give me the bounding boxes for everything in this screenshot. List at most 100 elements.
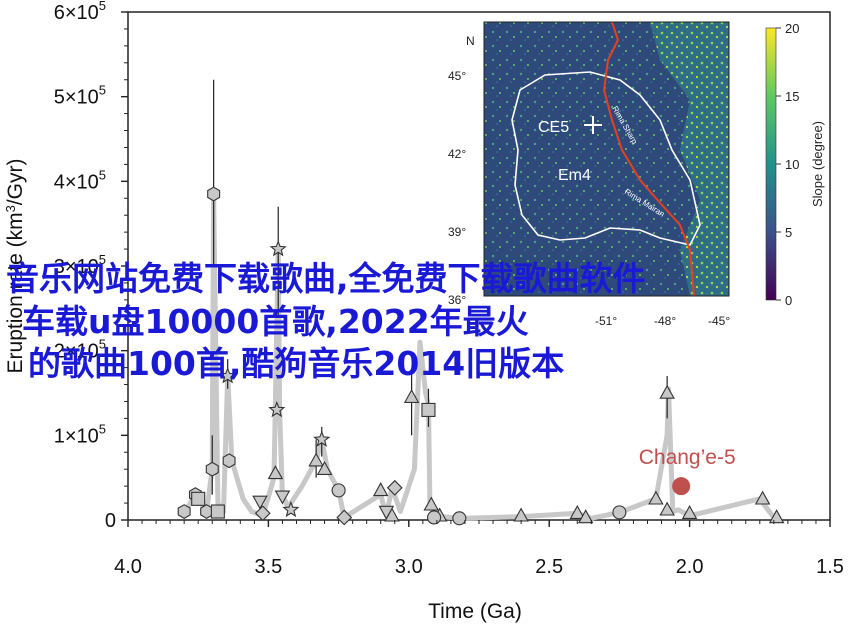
marker-triangle-down-32 — [274, 490, 291, 505]
y-tick-label-1: 1×105 — [54, 421, 106, 447]
marker-triangle-up-19 — [403, 388, 420, 403]
y-axis-title-part2: /Gyr) — [4, 159, 27, 206]
marker-star-13 — [313, 430, 331, 447]
marker-star-12 — [282, 500, 300, 518]
inset-em4-boundary — [511, 71, 701, 246]
y-tick-mantissa-3: 3×10 — [54, 256, 99, 278]
y-tick-label-3: 3×105 — [54, 252, 106, 278]
x-tick-label-1: 3.5 — [254, 556, 282, 578]
x-axis: 4.0 3.5 3.0 2.5 2.0 1.5 — [114, 520, 844, 578]
change5-label: Chang’e-5 — [639, 446, 736, 469]
y-tick-label-4: 4×105 — [54, 167, 106, 193]
inset-ce5-cross-icon — [584, 116, 602, 134]
marker-triangle-up-30 — [768, 509, 785, 524]
y-axis-title: Eruption rate (km3/Gyr) — [3, 159, 27, 374]
colorbar-tick-label-0: 20 — [785, 21, 799, 36]
overlay-text: 音乐网站免费下载歌曲,全免费下载歌曲软件 车载u盘10000首歌,2022年最火… — [6, 259, 646, 383]
y-tick-label-5: 5×105 — [54, 83, 106, 109]
x-tick-label-0: 4.0 — [114, 556, 142, 578]
marker-triangle-up-20 — [423, 496, 440, 511]
inset-lon-51: -51° — [595, 314, 617, 328]
marker-star-11 — [268, 401, 286, 418]
y-tick-exponent-6: 5 — [99, 0, 106, 13]
marker-hexagon-0 — [207, 186, 221, 202]
marker-triangle-down-31 — [252, 495, 268, 510]
y-axis-title-part1: Eruption rate (km — [4, 212, 27, 373]
colorbar-tick-label-2: 10 — [785, 157, 799, 172]
marker-square-7 — [210, 504, 225, 519]
inset-highlands-region — [650, 22, 729, 296]
marker-triangle-up-28 — [681, 504, 698, 519]
inset-border — [483, 21, 730, 297]
data-markers — [177, 186, 785, 526]
inset-em4-label: Em4 — [558, 167, 591, 184]
overlay-line-2: 车载u盘10000首歌,2022年最火 — [22, 302, 529, 341]
inset-lat-42: 42° — [448, 147, 466, 161]
overlay-line-1: 音乐网站免费下载歌曲,全免费下载歌曲软件 — [6, 259, 646, 298]
marker-star-10 — [269, 240, 287, 257]
y-tick-exponent-4: 5 — [99, 167, 106, 182]
inset-slope-map: N 45° 42° 39° 36° -51° -48° -45° CE5 Em4… — [448, 21, 825, 328]
marker-hexagon-5 — [200, 504, 214, 520]
x-tick-label-3: 2.5 — [535, 556, 563, 578]
marker-hexagon-2 — [222, 453, 236, 469]
inset-rille-path — [602, 22, 695, 296]
marker-triangle-up-24 — [577, 509, 594, 524]
marker-hexagon-1 — [205, 461, 219, 477]
colorbar-ticks: 20 15 10 5 0 — [776, 21, 799, 308]
inset-lon-45: -45° — [708, 314, 730, 328]
colorbar — [765, 27, 777, 301]
colorbar-tick-label-4: 0 — [785, 293, 792, 308]
y-tick-exponent-3: 5 — [99, 252, 106, 267]
x-tick-label-5: 1.5 — [816, 556, 844, 578]
y-tick-label-0: 0 — [105, 510, 116, 532]
marker-circle-39 — [452, 511, 467, 526]
marker-square-8 — [421, 402, 436, 417]
marker-circle-38 — [427, 510, 442, 525]
marker-triangle-down-33 — [378, 505, 395, 520]
marker-square-6 — [191, 491, 206, 506]
marker-triangle-up-17 — [372, 482, 389, 497]
inset-lat-36: 36° — [448, 293, 466, 307]
change5-highlight: Chang’e-5 — [639, 446, 736, 496]
y-tick-mantissa-1: 1×10 — [54, 425, 99, 447]
y-tick-exponent-2: 5 — [99, 337, 106, 352]
marker-triangle-up-16 — [316, 460, 333, 475]
marker-triangle-up-27 — [659, 501, 675, 516]
marker-triangle-up-23 — [569, 504, 586, 519]
marker-triangle-up-26 — [659, 384, 675, 399]
y-tick-mantissa-2: 2×10 — [54, 341, 99, 363]
overlay-line-3: 的歌曲100首,酷狗音乐2014旧版本 — [28, 344, 564, 383]
marker-circle-40 — [612, 505, 627, 520]
marker-triangle-up-25 — [648, 490, 664, 505]
y-tick-mantissa-5: 5×10 — [54, 87, 99, 109]
marker-star-9 — [219, 367, 237, 384]
colorbar-tick-label-3: 5 — [785, 225, 792, 240]
y-tick-mantissa-6: 6×10 — [54, 2, 99, 24]
inset-lon-48: -48° — [654, 314, 676, 328]
y-axis-title-sup: 3 — [3, 205, 18, 212]
y-tick-label-2: 2×105 — [54, 337, 106, 363]
marker-triangle-up-14 — [267, 465, 284, 480]
x-tick-label-4: 2.0 — [676, 556, 704, 578]
y-tick-exponent-5: 5 — [99, 83, 106, 98]
marker-diamond-35 — [336, 509, 353, 526]
marker-hexagon-4 — [177, 504, 191, 520]
y-tick-mantissa-4: 4×10 — [54, 171, 99, 193]
y-tick-exponent-1: 5 — [99, 421, 106, 436]
inset-north-label: N — [466, 34, 475, 48]
x-tick-label-2: 3.0 — [395, 556, 423, 578]
marker-triangle-up-29 — [754, 490, 771, 505]
change5-marker — [672, 477, 691, 496]
marker-diamond-34 — [386, 479, 403, 496]
y-tick-label-6: 6×105 — [54, 0, 106, 24]
inset-ce5-label: CE5 — [538, 119, 569, 136]
inset-lat-45: 45° — [448, 69, 466, 83]
colorbar-tick-label-1: 15 — [785, 89, 799, 104]
colorbar-title: Slope (degree) — [810, 121, 825, 207]
marker-triangle-up-15 — [308, 452, 324, 467]
marker-diamond-36 — [254, 505, 271, 522]
inset-lat-39: 39° — [448, 225, 466, 239]
